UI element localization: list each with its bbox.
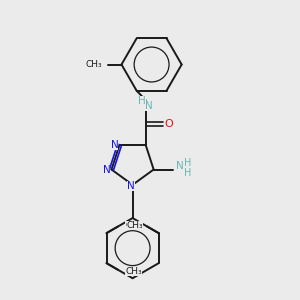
Text: N: N	[127, 181, 135, 191]
Text: CH₃: CH₃	[86, 60, 103, 69]
Text: N: N	[176, 161, 184, 171]
Text: H: H	[184, 158, 191, 167]
Text: H: H	[138, 96, 146, 106]
Text: CH₃: CH₃	[127, 221, 143, 230]
Text: N: N	[145, 101, 153, 111]
Text: O: O	[164, 119, 173, 129]
Text: H: H	[184, 168, 191, 178]
Text: N: N	[111, 140, 119, 150]
Text: N: N	[103, 164, 110, 175]
Text: CH₃: CH₃	[125, 221, 142, 230]
Text: CH₃: CH₃	[125, 267, 142, 276]
